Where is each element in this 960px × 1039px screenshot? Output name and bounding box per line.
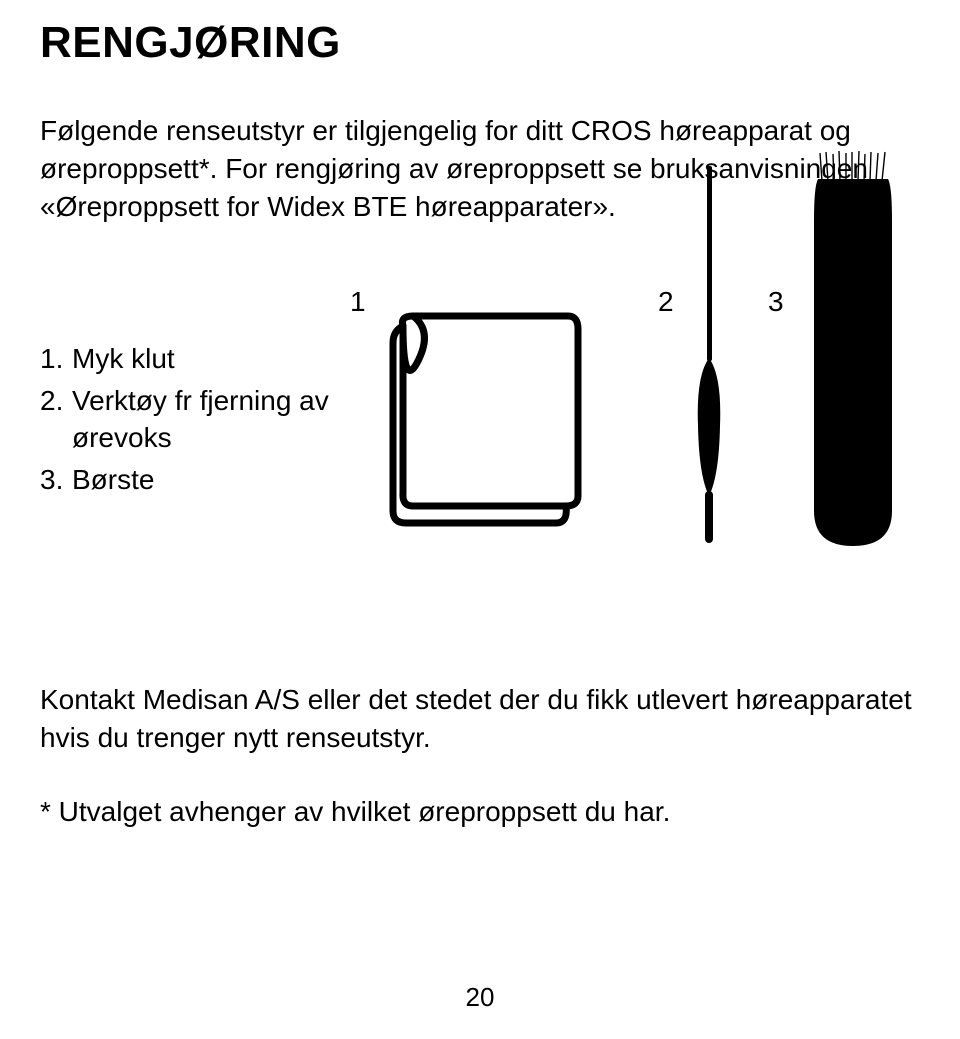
footnote-paragraph: * Utvalget avhenger av hvilket ørepropps… [40, 793, 920, 831]
list-item: 3. Børste [40, 461, 350, 499]
figure-label-2: 2 [658, 286, 674, 318]
figure-area: 1 2 3 [350, 261, 920, 581]
figure-label-3: 3 [768, 286, 784, 318]
wax-tool-icon [690, 166, 730, 546]
contact-paragraph: Kontakt Medisan A/S eller det stedet der… [40, 681, 920, 757]
figure-label-1: 1 [350, 286, 366, 318]
list-item: 2. Verktøy fr fjerning av ørevoks [40, 382, 350, 458]
cloth-icon [378, 301, 598, 531]
brush-icon [808, 151, 898, 551]
list-item: 1. Myk klut [40, 340, 350, 378]
list-num: 3. [40, 461, 72, 499]
list-num: 1. [40, 340, 72, 378]
cleaning-list: 1. Myk klut 2. Verktøy fr fjerning av ør… [40, 340, 350, 503]
intro-paragraph: Følgende renseutstyr er tilgjengelig for… [40, 112, 920, 225]
page-title: RENGJØRING [40, 18, 920, 68]
list-label: Verktøy fr fjerning av ørevoks [72, 382, 350, 458]
list-label: Myk klut [72, 340, 175, 378]
list-label: Børste [72, 461, 154, 499]
list-num: 2. [40, 382, 72, 458]
page-number: 20 [0, 982, 960, 1013]
